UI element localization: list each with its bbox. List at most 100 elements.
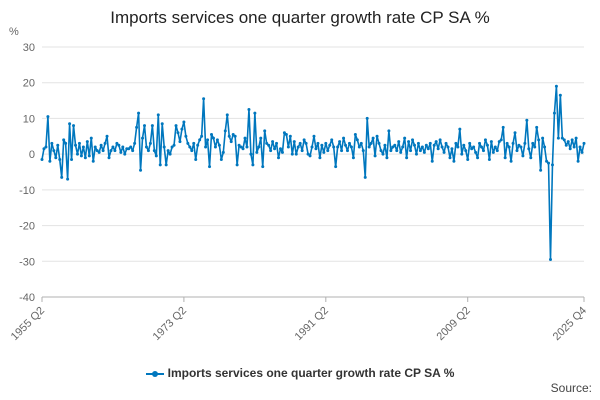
data-point[interactable]: [89, 136, 93, 140]
data-point[interactable]: [83, 156, 87, 160]
data-point[interactable]: [499, 138, 503, 142]
data-point[interactable]: [72, 124, 76, 128]
data-point[interactable]: [454, 141, 458, 145]
data-point[interactable]: [64, 141, 68, 145]
data-point[interactable]: [121, 145, 125, 149]
data-point[interactable]: [129, 145, 133, 149]
data-point[interactable]: [387, 129, 391, 133]
data-point[interactable]: [66, 177, 70, 181]
data-point[interactable]: [517, 143, 521, 147]
data-point[interactable]: [493, 145, 497, 149]
data-point[interactable]: [192, 141, 196, 145]
data-point[interactable]: [468, 141, 472, 145]
data-point[interactable]: [470, 147, 474, 151]
data-point[interactable]: [184, 134, 188, 138]
data-point[interactable]: [314, 147, 318, 151]
data-point[interactable]: [509, 159, 513, 163]
data-point[interactable]: [503, 156, 507, 160]
data-point[interactable]: [497, 140, 501, 144]
data-point[interactable]: [483, 138, 487, 142]
data-point[interactable]: [318, 156, 322, 160]
data-point[interactable]: [529, 156, 533, 160]
data-point[interactable]: [141, 136, 145, 140]
data-point[interactable]: [156, 113, 160, 117]
data-point[interactable]: [501, 125, 505, 129]
data-point[interactable]: [48, 159, 52, 163]
data-point[interactable]: [253, 111, 257, 115]
data-point[interactable]: [290, 152, 294, 156]
data-point[interactable]: [349, 145, 353, 149]
data-point[interactable]: [91, 159, 95, 163]
data-point[interactable]: [310, 145, 314, 149]
data-point[interactable]: [322, 150, 326, 154]
data-point[interactable]: [513, 131, 517, 135]
data-point[interactable]: [383, 143, 387, 147]
data-point[interactable]: [316, 141, 320, 145]
data-point[interactable]: [79, 154, 83, 158]
data-point[interactable]: [369, 141, 373, 145]
data-point[interactable]: [292, 140, 296, 144]
legend[interactable]: Imports services one quarter growth rate…: [0, 366, 600, 380]
data-point[interactable]: [245, 145, 249, 149]
data-point[interactable]: [62, 138, 66, 142]
data-point[interactable]: [397, 140, 401, 144]
data-point[interactable]: [312, 134, 316, 138]
data-point[interactable]: [481, 149, 485, 153]
data-point[interactable]: [328, 143, 332, 147]
data-point[interactable]: [247, 108, 251, 111]
data-point[interactable]: [188, 145, 192, 149]
data-point[interactable]: [578, 145, 582, 149]
data-point[interactable]: [556, 136, 560, 140]
data-point[interactable]: [430, 159, 434, 163]
data-point[interactable]: [219, 158, 223, 161]
data-point[interactable]: [208, 165, 212, 169]
data-point[interactable]: [68, 122, 72, 126]
data-point[interactable]: [535, 125, 539, 129]
data-point[interactable]: [574, 136, 578, 140]
data-point[interactable]: [345, 149, 349, 153]
data-point[interactable]: [537, 138, 541, 142]
data-point[interactable]: [527, 147, 531, 151]
data-point[interactable]: [403, 136, 407, 140]
data-point[interactable]: [552, 111, 556, 115]
data-point[interactable]: [558, 93, 562, 97]
data-point[interactable]: [115, 141, 119, 145]
data-point[interactable]: [123, 152, 127, 156]
data-point[interactable]: [174, 124, 178, 128]
data-point[interactable]: [52, 149, 56, 153]
data-point[interactable]: [489, 140, 493, 144]
data-point[interactable]: [562, 138, 566, 142]
data-point[interactable]: [523, 141, 527, 145]
data-point[interactable]: [324, 141, 328, 145]
data-point[interactable]: [359, 141, 363, 145]
data-point[interactable]: [75, 152, 79, 156]
data-point[interactable]: [186, 141, 190, 145]
data-point[interactable]: [541, 136, 545, 140]
data-point[interactable]: [320, 143, 324, 147]
data-point[interactable]: [131, 149, 135, 153]
data-point[interactable]: [405, 156, 409, 160]
data-point[interactable]: [180, 127, 184, 131]
data-point[interactable]: [304, 141, 308, 145]
data-point[interactable]: [237, 143, 241, 147]
data-point[interactable]: [44, 145, 48, 149]
data-point[interactable]: [533, 145, 537, 149]
data-point[interactable]: [560, 136, 564, 140]
data-point[interactable]: [363, 175, 367, 179]
data-point[interactable]: [373, 154, 377, 158]
data-point[interactable]: [572, 145, 576, 149]
data-point[interactable]: [525, 118, 529, 122]
data-point[interactable]: [448, 156, 452, 160]
data-point[interactable]: [176, 131, 180, 135]
data-point[interactable]: [235, 163, 239, 167]
data-point[interactable]: [265, 141, 269, 145]
data-point[interactable]: [81, 145, 85, 149]
data-point[interactable]: [474, 150, 478, 154]
data-point[interactable]: [347, 141, 351, 145]
data-point[interactable]: [336, 145, 340, 149]
data-point[interactable]: [213, 145, 217, 149]
data-point[interactable]: [460, 152, 464, 156]
data-point[interactable]: [251, 163, 255, 167]
data-point[interactable]: [58, 158, 62, 161]
data-point[interactable]: [74, 143, 78, 147]
